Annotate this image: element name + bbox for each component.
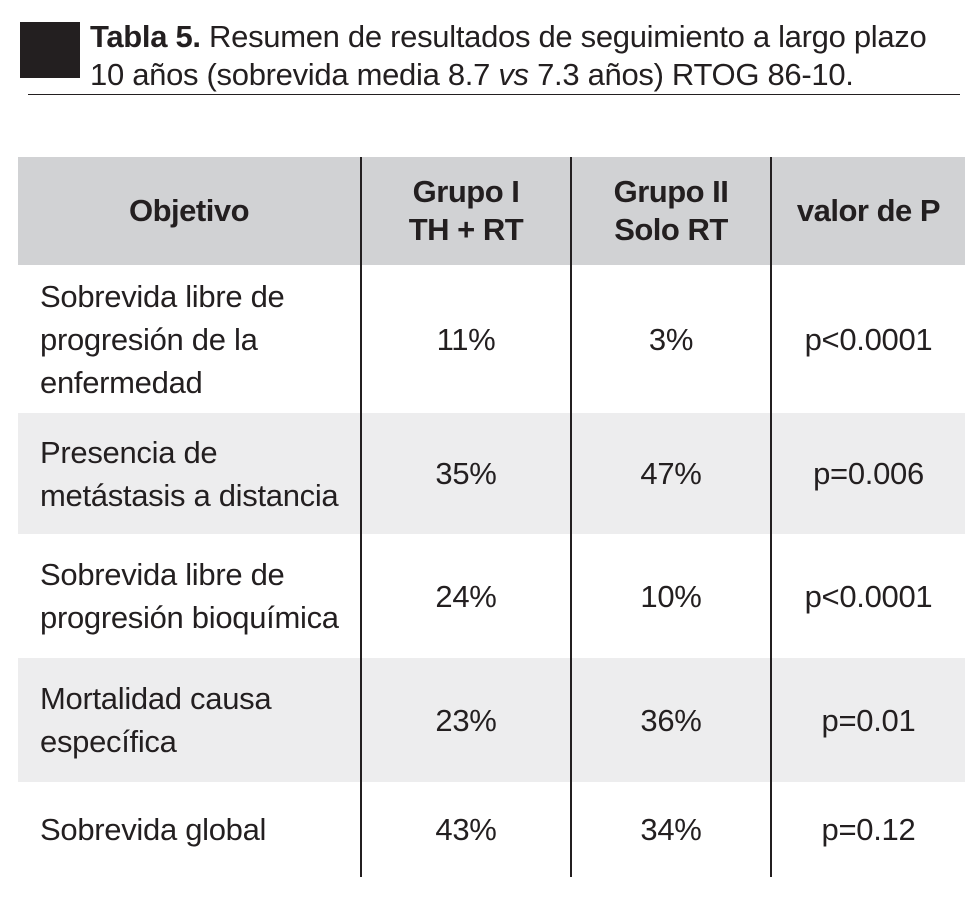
- cell-valor-p: p=0.12: [770, 782, 965, 877]
- cell-valor-p: p=0.006: [770, 413, 965, 534]
- table-row: Sobrevida global 43% 34% p=0.12: [18, 782, 965, 877]
- table-row: Mortalidad causa específica 23% 36% p=0.…: [18, 658, 965, 782]
- caption-line2-end: 7.3 años) RTOG 86-10.: [528, 57, 854, 92]
- cell-grupo-2: 36%: [570, 658, 771, 782]
- cell-objetivo: Sobrevida libre de progresión bioquímica: [40, 557, 339, 635]
- caption-label: Tabla 5.: [90, 19, 201, 54]
- caption-line1: Resumen de resultados de seguimiento a l…: [200, 19, 927, 54]
- cell-valor-p: p=0.01: [770, 658, 965, 782]
- caption-text: Tabla 5. Resumen de resultados de seguim…: [90, 18, 970, 94]
- results-table-container: Objetivo Grupo I TH + RT Grupo II Solo R…: [18, 157, 965, 877]
- cell-valor-p: p<0.0001: [770, 265, 965, 413]
- cell-grupo-1: 43%: [360, 782, 571, 877]
- caption-marker-square: [20, 22, 80, 78]
- caption-line2-start: 10 años (sobrevida media 8.7: [90, 57, 499, 92]
- cell-objetivo: Mortalidad causa específica: [18, 658, 361, 782]
- table-row: Sobrevida libre de progresión bioquímica…: [18, 534, 965, 658]
- header-objetivo: Objetivo: [18, 157, 361, 265]
- cell-grupo-1: 23%: [360, 658, 571, 782]
- table-row: Presencia de metástasis a distancia 35% …: [18, 413, 965, 534]
- cell-objetivo: Presencia de metástasis a distancia: [18, 413, 361, 534]
- header-grupo-2: Grupo II Solo RT: [570, 157, 771, 265]
- cell-grupo-1: 24%: [360, 534, 571, 658]
- cell-objetivo: Sobrevida global: [40, 812, 267, 847]
- cell-grupo-2: 10%: [570, 534, 771, 658]
- cell-grupo-1: 11%: [360, 265, 571, 413]
- table-row: Sobrevida libre de progresión de la enfe…: [18, 265, 965, 413]
- caption-line2-italic: vs: [498, 57, 529, 92]
- cell-grupo-2: 3%: [570, 265, 771, 413]
- cell-grupo-2: 47%: [570, 413, 771, 534]
- header-valor-p: valor de P: [770, 157, 965, 265]
- header-grupo-1: Grupo I TH + RT: [360, 157, 571, 265]
- caption-divider: [28, 94, 960, 95]
- cell-objetivo: Sobrevida libre de progresión de la enfe…: [40, 278, 285, 400]
- table-header-row: Objetivo Grupo I TH + RT Grupo II Solo R…: [18, 157, 965, 265]
- cell-grupo-1: 35%: [360, 413, 571, 534]
- results-table: Objetivo Grupo I TH + RT Grupo II Solo R…: [18, 157, 965, 877]
- cell-valor-p: p<0.0001: [770, 534, 965, 658]
- table-caption: Tabla 5. Resumen de resultados de seguim…: [20, 14, 965, 98]
- cell-grupo-2: 34%: [570, 782, 771, 877]
